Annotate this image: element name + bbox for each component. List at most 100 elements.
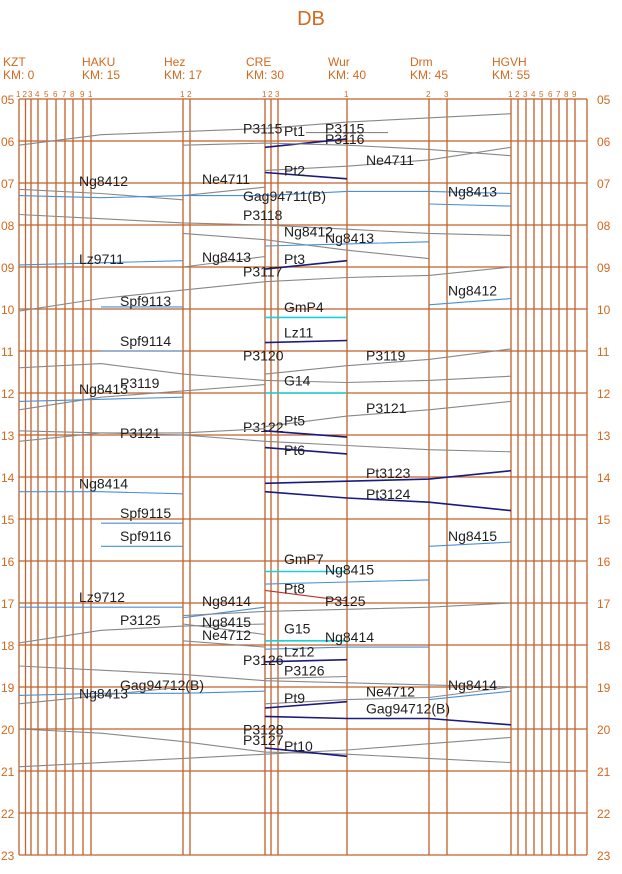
train-label: Ng8415 [448, 528, 497, 544]
train-line [19, 491, 184, 495]
hour-label-right: 22 [597, 807, 611, 821]
hour-label-right: 18 [597, 639, 611, 653]
train-line [428, 297, 512, 306]
train-line [18, 363, 512, 384]
hour-label-right: 11 [597, 345, 610, 359]
hour-label-left: 19 [1, 681, 15, 695]
track-number: 4 [35, 90, 40, 99]
track-number: 3 [275, 90, 280, 99]
train-label: P3119 [366, 348, 406, 364]
hour-label-right: 10 [597, 303, 611, 317]
station-code: KZT [3, 55, 26, 69]
hour-label-right: 21 [597, 765, 611, 779]
station-km: KM: 55 [492, 68, 531, 82]
train-line [264, 400, 512, 428]
hour-label-left: 23 [1, 849, 15, 863]
train-line [264, 339, 348, 344]
train-label: Ng8413 [79, 686, 128, 702]
hour-label-left: 10 [1, 303, 15, 317]
train-label: P3115 [243, 121, 283, 137]
train-label: Lz12 [284, 644, 315, 660]
train-label: Pt1 [284, 123, 305, 139]
train-line [18, 736, 512, 768]
train-line [182, 623, 266, 636]
train-label: P3127 [243, 732, 284, 748]
station-code: CRE [246, 55, 272, 69]
station-code: Drm [410, 55, 433, 69]
track-number: 2 [187, 90, 192, 99]
train-line [18, 384, 266, 411]
train-line [264, 241, 430, 247]
train-label: Spf9115 [120, 505, 171, 521]
train-line [182, 186, 266, 197]
train-label: GmP7 [284, 551, 324, 567]
train-line [18, 623, 266, 644]
train-line [264, 675, 348, 680]
train-label: Gag94712(B) [120, 677, 204, 693]
train-label: Ng8412 [79, 173, 128, 189]
hour-label-left: 12 [1, 387, 15, 401]
train-line [264, 589, 348, 602]
train-label: P3125 [120, 612, 161, 628]
train-line [182, 602, 512, 617]
page-title: DB [297, 8, 325, 30]
train-label: Pt10 [284, 738, 313, 754]
track-number: 9 [80, 90, 85, 99]
hour-label-left: 13 [1, 429, 15, 443]
hour-label-left: 14 [1, 471, 15, 485]
train-line [264, 430, 348, 438]
station-code: Wur [328, 55, 350, 69]
track-number: 9 [572, 90, 577, 99]
station-header-wur: Wur KM: 40 [328, 56, 366, 82]
train-label: Lz9712 [79, 589, 125, 605]
hour-label-right: 07 [597, 177, 611, 191]
hour-label-left: 16 [1, 555, 15, 569]
train-line [264, 747, 348, 758]
track-number: 1 [344, 90, 349, 99]
station-km: KM: 0 [3, 68, 35, 82]
train-line [264, 715, 512, 726]
track-number: 8 [564, 90, 569, 99]
train-label: Lz11 [284, 324, 314, 340]
train-label: P3126 [284, 663, 325, 679]
station-code: HAKU [82, 55, 116, 69]
train-line [18, 266, 512, 312]
train-line [264, 646, 429, 650]
train-line [264, 171, 348, 180]
hour-label-left: 09 [1, 261, 15, 275]
train-line [428, 541, 512, 547]
train-line [264, 686, 512, 705]
train-label: P3116 [325, 131, 365, 147]
train-label: G14 [284, 373, 311, 389]
track-number: 5 [539, 90, 544, 99]
train-label: P3118 [243, 207, 283, 223]
train-label: G15 [284, 621, 311, 637]
train-label: Spf9113 [120, 293, 171, 309]
train-line [264, 700, 348, 709]
train-line [18, 260, 184, 266]
train-line [18, 686, 184, 705]
hour-label-left: 18 [1, 639, 15, 653]
train-label: Ng8413 [79, 381, 128, 397]
station-km: KM: 45 [410, 68, 449, 82]
track-number: 6 [548, 90, 553, 99]
train-line [18, 428, 266, 442]
train-label: Ng8414 [325, 629, 374, 645]
hour-label-right: 19 [597, 681, 611, 695]
train-label: Gag94711(B) [243, 188, 326, 204]
track-number: 1 [262, 90, 267, 99]
train-label: P3121 [120, 425, 161, 441]
train-label: Ng8415 [325, 562, 374, 578]
train-label: Pt3 [284, 251, 305, 267]
train-line [18, 213, 512, 237]
station-header-haku: HAKU KM: 15 [82, 56, 120, 82]
train-line [182, 255, 266, 268]
track-number: 2 [268, 90, 273, 99]
station-header-hez: Hez KM: 17 [164, 56, 202, 82]
hour-label-right: 15 [597, 513, 611, 527]
train-line [18, 396, 184, 402]
train-line [18, 728, 512, 764]
station-header-cre: CRE KM: 30 [246, 56, 284, 82]
train-line [264, 259, 348, 270]
